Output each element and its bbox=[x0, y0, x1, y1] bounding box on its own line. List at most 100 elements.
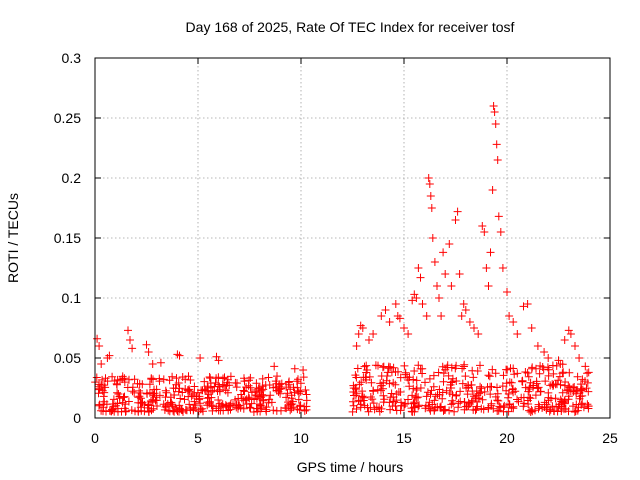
data-point bbox=[524, 372, 533, 381]
data-point bbox=[412, 376, 421, 385]
data-point bbox=[120, 374, 129, 383]
x-tick-label: 20 bbox=[499, 430, 515, 446]
data-point bbox=[505, 312, 514, 320]
data-point bbox=[389, 363, 398, 372]
data-point bbox=[162, 388, 171, 397]
data-point bbox=[252, 379, 261, 388]
data-point bbox=[404, 330, 413, 338]
data-point bbox=[272, 406, 281, 415]
data-point bbox=[170, 391, 179, 399]
data-point bbox=[554, 356, 563, 365]
data-point bbox=[549, 380, 558, 389]
data-point bbox=[185, 400, 194, 409]
data-point bbox=[548, 380, 557, 389]
data-point bbox=[351, 391, 360, 400]
data-point bbox=[185, 385, 194, 394]
data-point bbox=[120, 392, 129, 401]
data-point bbox=[583, 400, 592, 409]
data-point bbox=[414, 402, 423, 411]
data-point bbox=[444, 371, 453, 380]
data-point bbox=[476, 382, 485, 391]
data-point bbox=[448, 396, 457, 405]
data-point bbox=[264, 373, 273, 382]
data-point bbox=[554, 376, 563, 385]
data-point bbox=[242, 383, 251, 392]
data-point bbox=[275, 380, 284, 389]
data-point bbox=[124, 326, 132, 335]
data-point bbox=[460, 398, 469, 407]
data-point bbox=[294, 375, 302, 384]
data-point bbox=[205, 373, 214, 381]
data-point bbox=[358, 324, 367, 332]
data-point bbox=[385, 318, 394, 326]
data-point bbox=[368, 395, 377, 404]
data-point bbox=[571, 342, 579, 350]
data-point bbox=[246, 373, 255, 382]
data-point bbox=[115, 394, 124, 403]
data-point bbox=[524, 400, 533, 408]
data-point bbox=[366, 393, 375, 401]
data-point bbox=[174, 379, 183, 387]
data-point bbox=[215, 387, 224, 396]
data-point bbox=[203, 398, 212, 407]
data-point bbox=[360, 401, 369, 410]
data-point bbox=[175, 351, 184, 360]
data-point bbox=[544, 388, 553, 397]
data-point bbox=[255, 400, 264, 408]
data-point bbox=[484, 371, 493, 380]
data-point bbox=[556, 395, 565, 404]
data-point bbox=[135, 392, 144, 401]
data-point bbox=[409, 375, 418, 384]
data-point bbox=[513, 395, 521, 404]
data-point bbox=[489, 404, 498, 413]
data-point bbox=[108, 372, 117, 381]
data-point bbox=[99, 392, 108, 401]
data-point bbox=[155, 374, 164, 383]
data-point bbox=[220, 382, 229, 390]
data-point bbox=[476, 361, 484, 370]
data-point bbox=[560, 336, 569, 344]
data-point bbox=[392, 406, 401, 415]
data-point bbox=[175, 407, 183, 416]
data-point bbox=[239, 404, 248, 413]
data-point bbox=[435, 294, 443, 302]
data-point bbox=[144, 407, 153, 416]
data-point bbox=[168, 400, 177, 409]
data-point bbox=[429, 371, 438, 380]
data-point bbox=[253, 391, 262, 400]
data-point bbox=[178, 388, 187, 397]
data-point bbox=[424, 174, 433, 182]
data-point bbox=[214, 396, 223, 404]
data-point bbox=[196, 405, 205, 414]
data-point bbox=[427, 204, 436, 212]
data-point bbox=[581, 362, 590, 371]
data-point bbox=[558, 360, 567, 369]
data-point bbox=[214, 356, 223, 365]
data-point bbox=[147, 397, 155, 405]
x-tick-label: 25 bbox=[602, 430, 618, 446]
data-point bbox=[147, 375, 156, 384]
data-point bbox=[583, 369, 592, 378]
data-point bbox=[176, 394, 185, 403]
data-point bbox=[484, 282, 493, 290]
data-point bbox=[556, 380, 565, 389]
data-point bbox=[204, 383, 212, 392]
data-point bbox=[110, 377, 119, 385]
data-point bbox=[190, 401, 199, 409]
data-point bbox=[410, 398, 419, 407]
data-point bbox=[500, 401, 509, 410]
data-point bbox=[527, 364, 536, 373]
data-point bbox=[131, 407, 139, 416]
data-point bbox=[561, 404, 570, 413]
data-point bbox=[95, 401, 103, 410]
data-point bbox=[578, 385, 587, 394]
data-point bbox=[561, 378, 570, 386]
data-point bbox=[282, 383, 291, 392]
data-point bbox=[504, 393, 513, 402]
data-point bbox=[231, 395, 240, 404]
data-point bbox=[244, 393, 253, 402]
data-point bbox=[551, 394, 560, 403]
data-point bbox=[410, 290, 419, 299]
data-point bbox=[505, 378, 514, 387]
y-tick-labels: 0 0.05 0.1 0.15 0.2 0.25 0.3 bbox=[54, 50, 81, 426]
